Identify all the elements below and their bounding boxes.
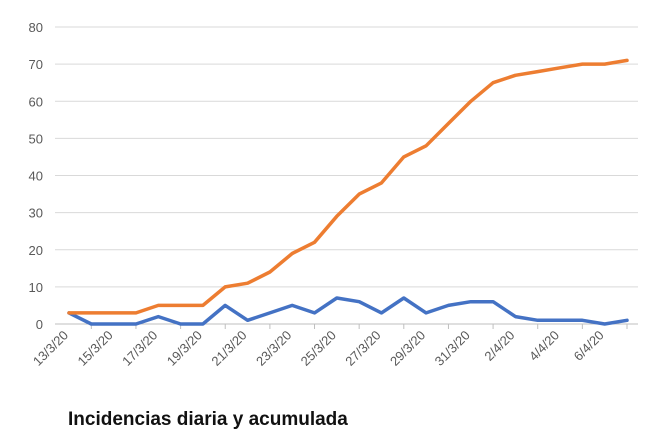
y-tick-label: 30	[29, 206, 43, 221]
x-axis: 13/3/20 15/3/20 17/3/20 19/3/20 21/3/20 23/3/…	[30, 323, 638, 369]
series-line-1	[67, 296, 629, 326]
x-tick-label: 17/3/20	[119, 328, 160, 369]
x-tick-label: 29/3/20	[387, 328, 428, 369]
x-tick-label: 31/3/20	[432, 328, 473, 369]
x-tick-label: 25/3/20	[298, 328, 339, 369]
x-tick-label: 23/3/20	[253, 328, 294, 369]
y-tick-label: 70	[29, 57, 43, 72]
x-tick-label: 2/4/20	[481, 328, 517, 364]
y-tick-label: 40	[29, 169, 43, 184]
x-tick-label: 15/3/20	[74, 328, 115, 369]
y-tick-label: 80	[29, 20, 43, 35]
x-tick-label: 13/3/20	[30, 328, 71, 369]
chart-caption: Incidencias diaria y acumulada	[68, 409, 348, 430]
gridlines	[55, 26, 638, 288]
y-tick-label: 0	[36, 317, 43, 332]
series-lines	[67, 58, 629, 326]
y-tick-label: 10	[29, 280, 43, 295]
x-tick-label: 21/3/20	[208, 328, 249, 369]
y-tick-label: 60	[29, 94, 43, 109]
y-tick-label: 50	[29, 131, 43, 146]
y-axis: 0 10 20 30 40 50 60 70 80	[29, 20, 43, 332]
x-tick-label: 19/3/20	[164, 328, 205, 369]
series-line-2	[67, 58, 629, 315]
x-tick-label: 6/4/20	[571, 328, 607, 364]
x-tick-label: 27/3/20	[342, 328, 383, 369]
y-tick-label: 20	[29, 243, 43, 258]
x-tick-label: 4/4/20	[526, 328, 562, 364]
